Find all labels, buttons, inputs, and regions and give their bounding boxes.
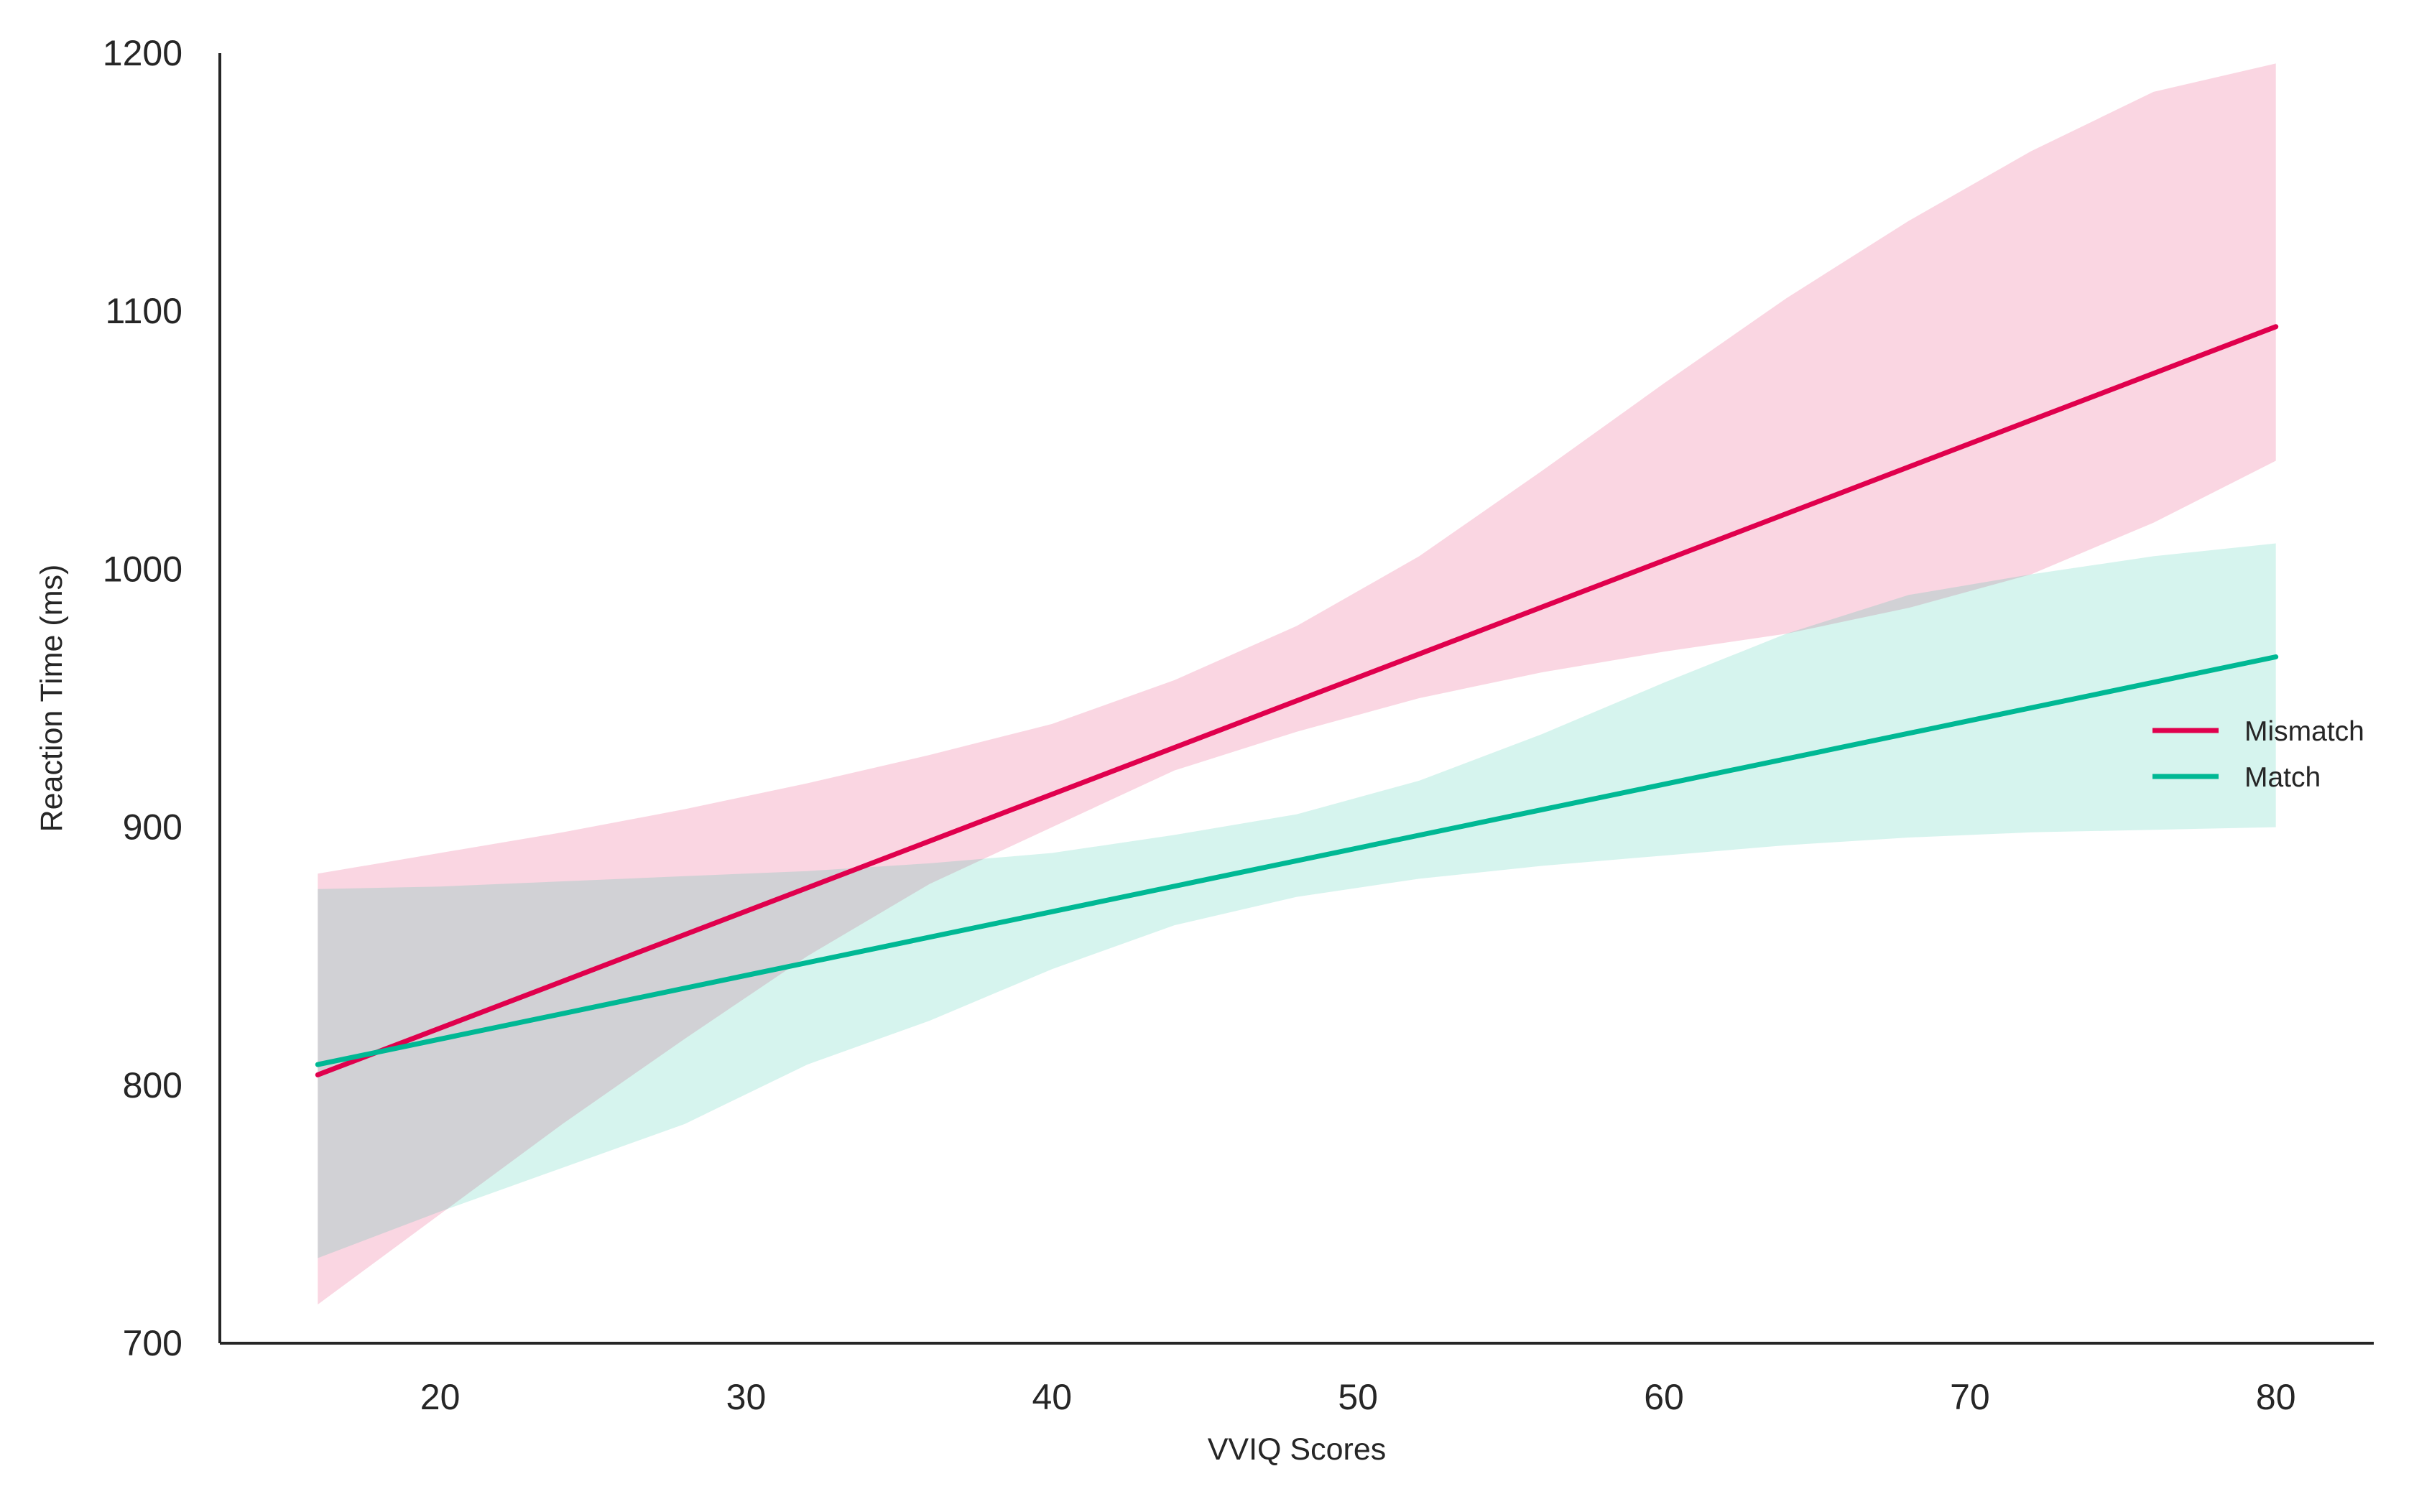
y-tick-label: 700 [123, 1323, 182, 1363]
regression-lines [315, 324, 2279, 1077]
y-tick-label: 900 [123, 807, 182, 848]
legend-label-mismatch: Mismatch [2244, 716, 2364, 747]
mismatch-confidence-band [318, 63, 2276, 1305]
x-tick-label: 60 [1644, 1377, 1684, 1417]
x-axis-label: VVIQ Scores [1208, 1432, 1387, 1467]
x-tick-label: 30 [726, 1377, 767, 1417]
confidence-bands [318, 63, 2276, 1305]
x-tick-label: 50 [1338, 1377, 1378, 1417]
y-tick-label: 1200 [103, 33, 182, 73]
legend-item-mismatch: Mismatch [2152, 716, 2364, 747]
legend-label-match: Match [2244, 762, 2321, 793]
legend-item-match: Match [2152, 762, 2321, 793]
x-tick-label: 20 [420, 1377, 461, 1417]
y-axis-label: Reaction Time (ms) [34, 565, 69, 832]
x-tick-labels: 20 30 40 50 60 70 80 [420, 1377, 2296, 1417]
y-tick-label: 1100 [105, 291, 182, 331]
legend: Mismatch Match [2152, 716, 2364, 793]
x-tick-label: 80 [2256, 1377, 2296, 1417]
match-line [315, 654, 2279, 1067]
y-tick-labels: 700 800 900 1000 1100 1200 [103, 33, 182, 1363]
y-tick-label: 800 [123, 1065, 182, 1105]
axes: 700 800 900 1000 1100 1200 20 30 40 50 60 70 80 VVI… [34, 33, 2374, 1467]
x-tick-label: 70 [1950, 1377, 1990, 1417]
match-confidence-band [318, 543, 2276, 1258]
y-tick-label: 1000 [103, 549, 182, 589]
x-tick-label: 40 [1032, 1377, 1073, 1417]
mismatch-line [315, 324, 2279, 1077]
